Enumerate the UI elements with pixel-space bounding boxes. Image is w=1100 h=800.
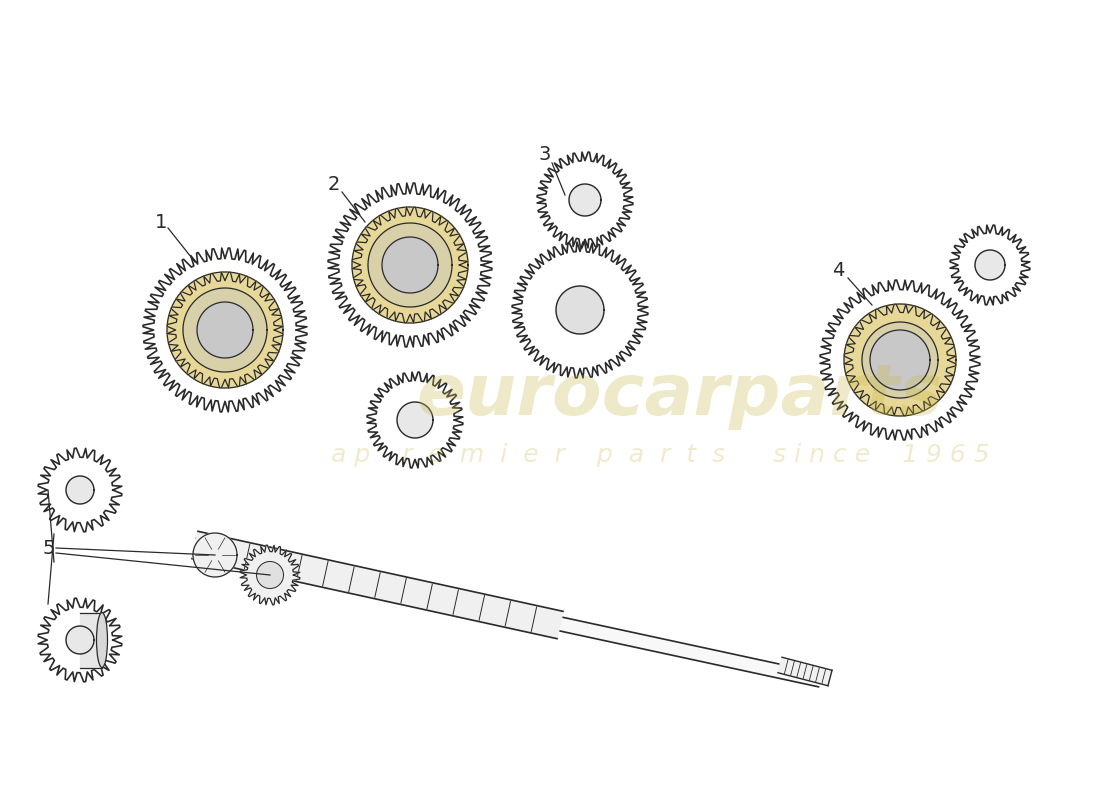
- Polygon shape: [513, 242, 648, 378]
- Polygon shape: [194, 538, 822, 687]
- Text: a p    r  e  m  i  e  r    p  a  r  t  s      s i n c e    1 9 6 5: a p r e m i e r p a r t s s i n c e 1 9 …: [331, 443, 989, 467]
- Polygon shape: [328, 183, 492, 347]
- Polygon shape: [197, 302, 253, 358]
- Polygon shape: [537, 152, 632, 248]
- Text: 5: 5: [42, 538, 55, 558]
- Polygon shape: [39, 448, 122, 532]
- Polygon shape: [778, 658, 832, 686]
- Polygon shape: [862, 322, 938, 398]
- Polygon shape: [870, 330, 930, 390]
- Polygon shape: [950, 225, 1030, 305]
- Polygon shape: [240, 545, 300, 605]
- Polygon shape: [844, 304, 956, 416]
- Polygon shape: [66, 626, 94, 654]
- Text: 4: 4: [832, 261, 845, 279]
- Polygon shape: [556, 286, 604, 334]
- Text: eurocarparts: eurocarparts: [417, 361, 944, 430]
- Text: 3: 3: [538, 146, 550, 165]
- Polygon shape: [821, 280, 980, 440]
- Text: 1: 1: [155, 213, 167, 231]
- Polygon shape: [192, 531, 563, 638]
- Polygon shape: [382, 237, 438, 293]
- Polygon shape: [192, 533, 236, 577]
- Polygon shape: [368, 223, 452, 307]
- Ellipse shape: [97, 613, 108, 667]
- Polygon shape: [167, 272, 283, 388]
- Polygon shape: [397, 402, 433, 438]
- Polygon shape: [39, 598, 122, 682]
- Text: 2: 2: [328, 175, 340, 194]
- Polygon shape: [844, 304, 956, 416]
- Polygon shape: [256, 562, 284, 589]
- Polygon shape: [975, 250, 1005, 280]
- Polygon shape: [352, 207, 468, 323]
- Bar: [80, 613, 102, 667]
- Polygon shape: [66, 476, 94, 504]
- Polygon shape: [569, 184, 601, 216]
- Polygon shape: [143, 248, 307, 412]
- Polygon shape: [167, 272, 283, 388]
- Polygon shape: [183, 288, 267, 372]
- Polygon shape: [367, 372, 463, 468]
- Polygon shape: [352, 207, 468, 323]
